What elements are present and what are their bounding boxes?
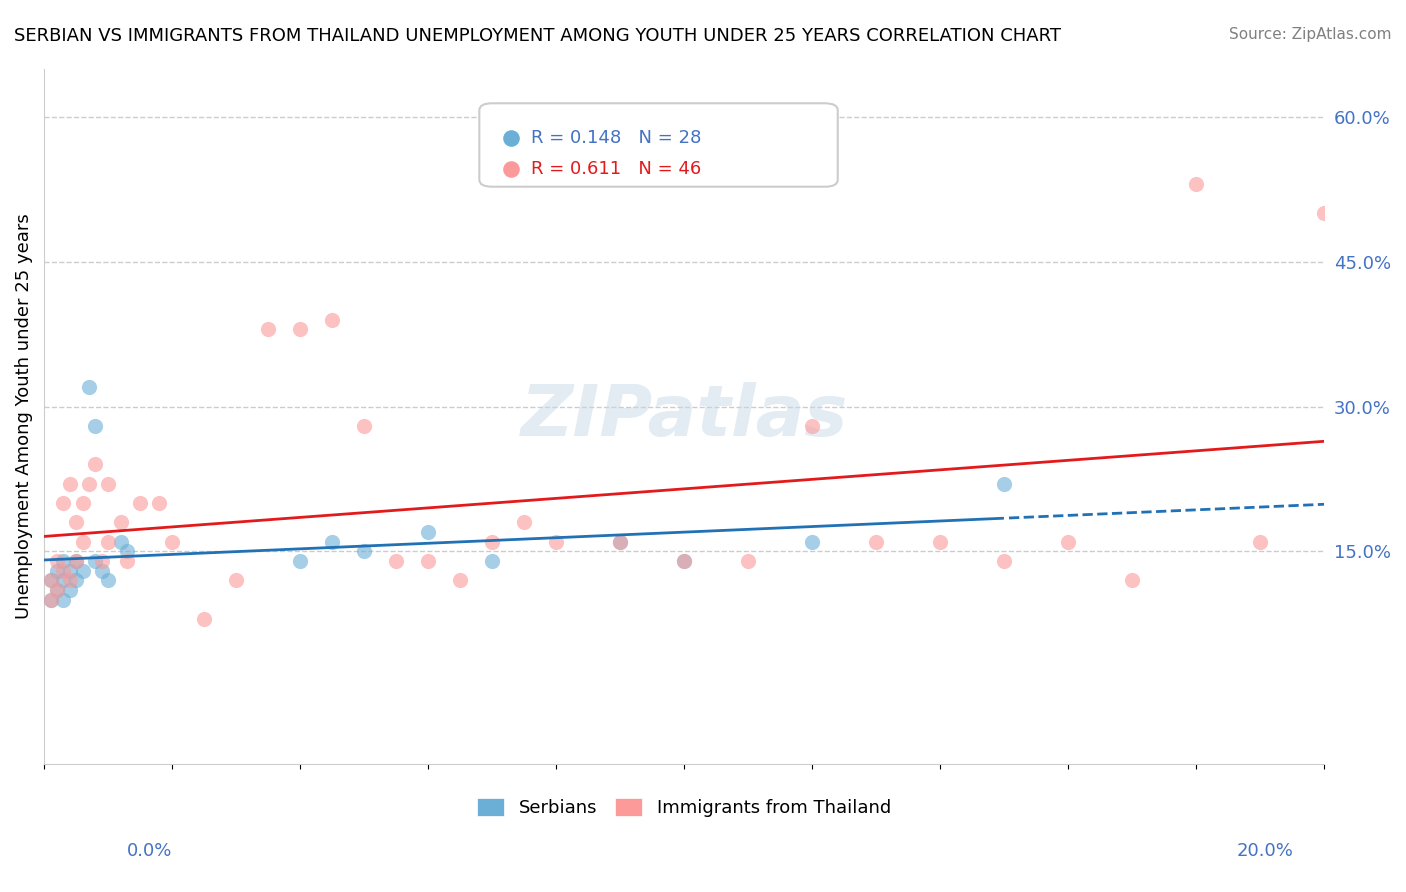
Point [1121,574,1143,588]
Point [546,534,568,549]
Point [59,574,82,588]
Point [39,574,62,588]
Point [77,476,100,491]
Point [993,476,1015,491]
Point [84,458,107,472]
Point [257,322,280,336]
Point [993,554,1015,568]
Point [90,554,112,568]
Text: ZIPatlas: ZIPatlas [520,382,848,450]
Point [45,564,67,578]
Point [45,582,67,597]
Text: R = 0.148   N = 28: R = 0.148 N = 28 [530,129,702,147]
Point [52,574,75,588]
Point [225,574,247,588]
Point [65,554,87,568]
Point [865,534,887,549]
Point [321,312,343,326]
Text: 20.0%: 20.0% [1237,842,1294,860]
Point [321,534,343,549]
FancyBboxPatch shape [479,103,838,186]
Point [353,544,375,558]
Point [1249,534,1271,549]
Point [385,554,408,568]
Point [117,554,139,568]
Point [59,476,82,491]
Text: SERBIAN VS IMMIGRANTS FROM THAILAND UNEMPLOYMENT AMONG YOUTH UNDER 25 YEARS CORR: SERBIAN VS IMMIGRANTS FROM THAILAND UNEM… [14,27,1062,45]
Point [673,554,696,568]
Point [110,534,132,549]
Point [39,574,62,588]
Text: R = 0.611   N = 46: R = 0.611 N = 46 [530,161,700,178]
Point [288,554,311,568]
Point [481,534,503,549]
Point [65,574,87,588]
Point [1057,534,1080,549]
Point [52,564,75,578]
Text: 0.0%: 0.0% [127,842,172,860]
Point [929,534,952,549]
Point [65,516,87,530]
Point [59,582,82,597]
Point [97,476,120,491]
Point [110,516,132,530]
Point [449,574,471,588]
Point [84,418,107,433]
Point [90,564,112,578]
Point [77,380,100,394]
Point [129,496,152,510]
Point [45,582,67,597]
Point [52,592,75,607]
Legend: Serbians, Immigrants from Thailand: Serbians, Immigrants from Thailand [470,790,898,824]
Point [84,554,107,568]
Point [148,496,170,510]
Point [97,534,120,549]
Point [72,496,94,510]
Point [52,496,75,510]
Point [609,534,631,549]
Point [59,564,82,578]
Point [609,534,631,549]
Point [288,322,311,336]
Y-axis label: Unemployment Among Youth under 25 years: Unemployment Among Youth under 25 years [15,213,32,619]
Point [801,418,824,433]
Point [45,554,67,568]
Point [801,534,824,549]
Point [416,524,439,539]
Point [39,592,62,607]
Point [1313,206,1336,220]
Text: Source: ZipAtlas.com: Source: ZipAtlas.com [1229,27,1392,42]
Point [673,554,696,568]
Point [193,612,215,626]
Point [481,554,503,568]
Point [737,554,759,568]
Point [416,554,439,568]
Point [117,544,139,558]
Point [97,574,120,588]
Point [1185,178,1208,192]
Point [353,418,375,433]
Point [513,516,536,530]
Point [39,592,62,607]
Point [52,554,75,568]
Point [72,534,94,549]
Point [65,554,87,568]
Point [160,534,183,549]
Point [72,564,94,578]
